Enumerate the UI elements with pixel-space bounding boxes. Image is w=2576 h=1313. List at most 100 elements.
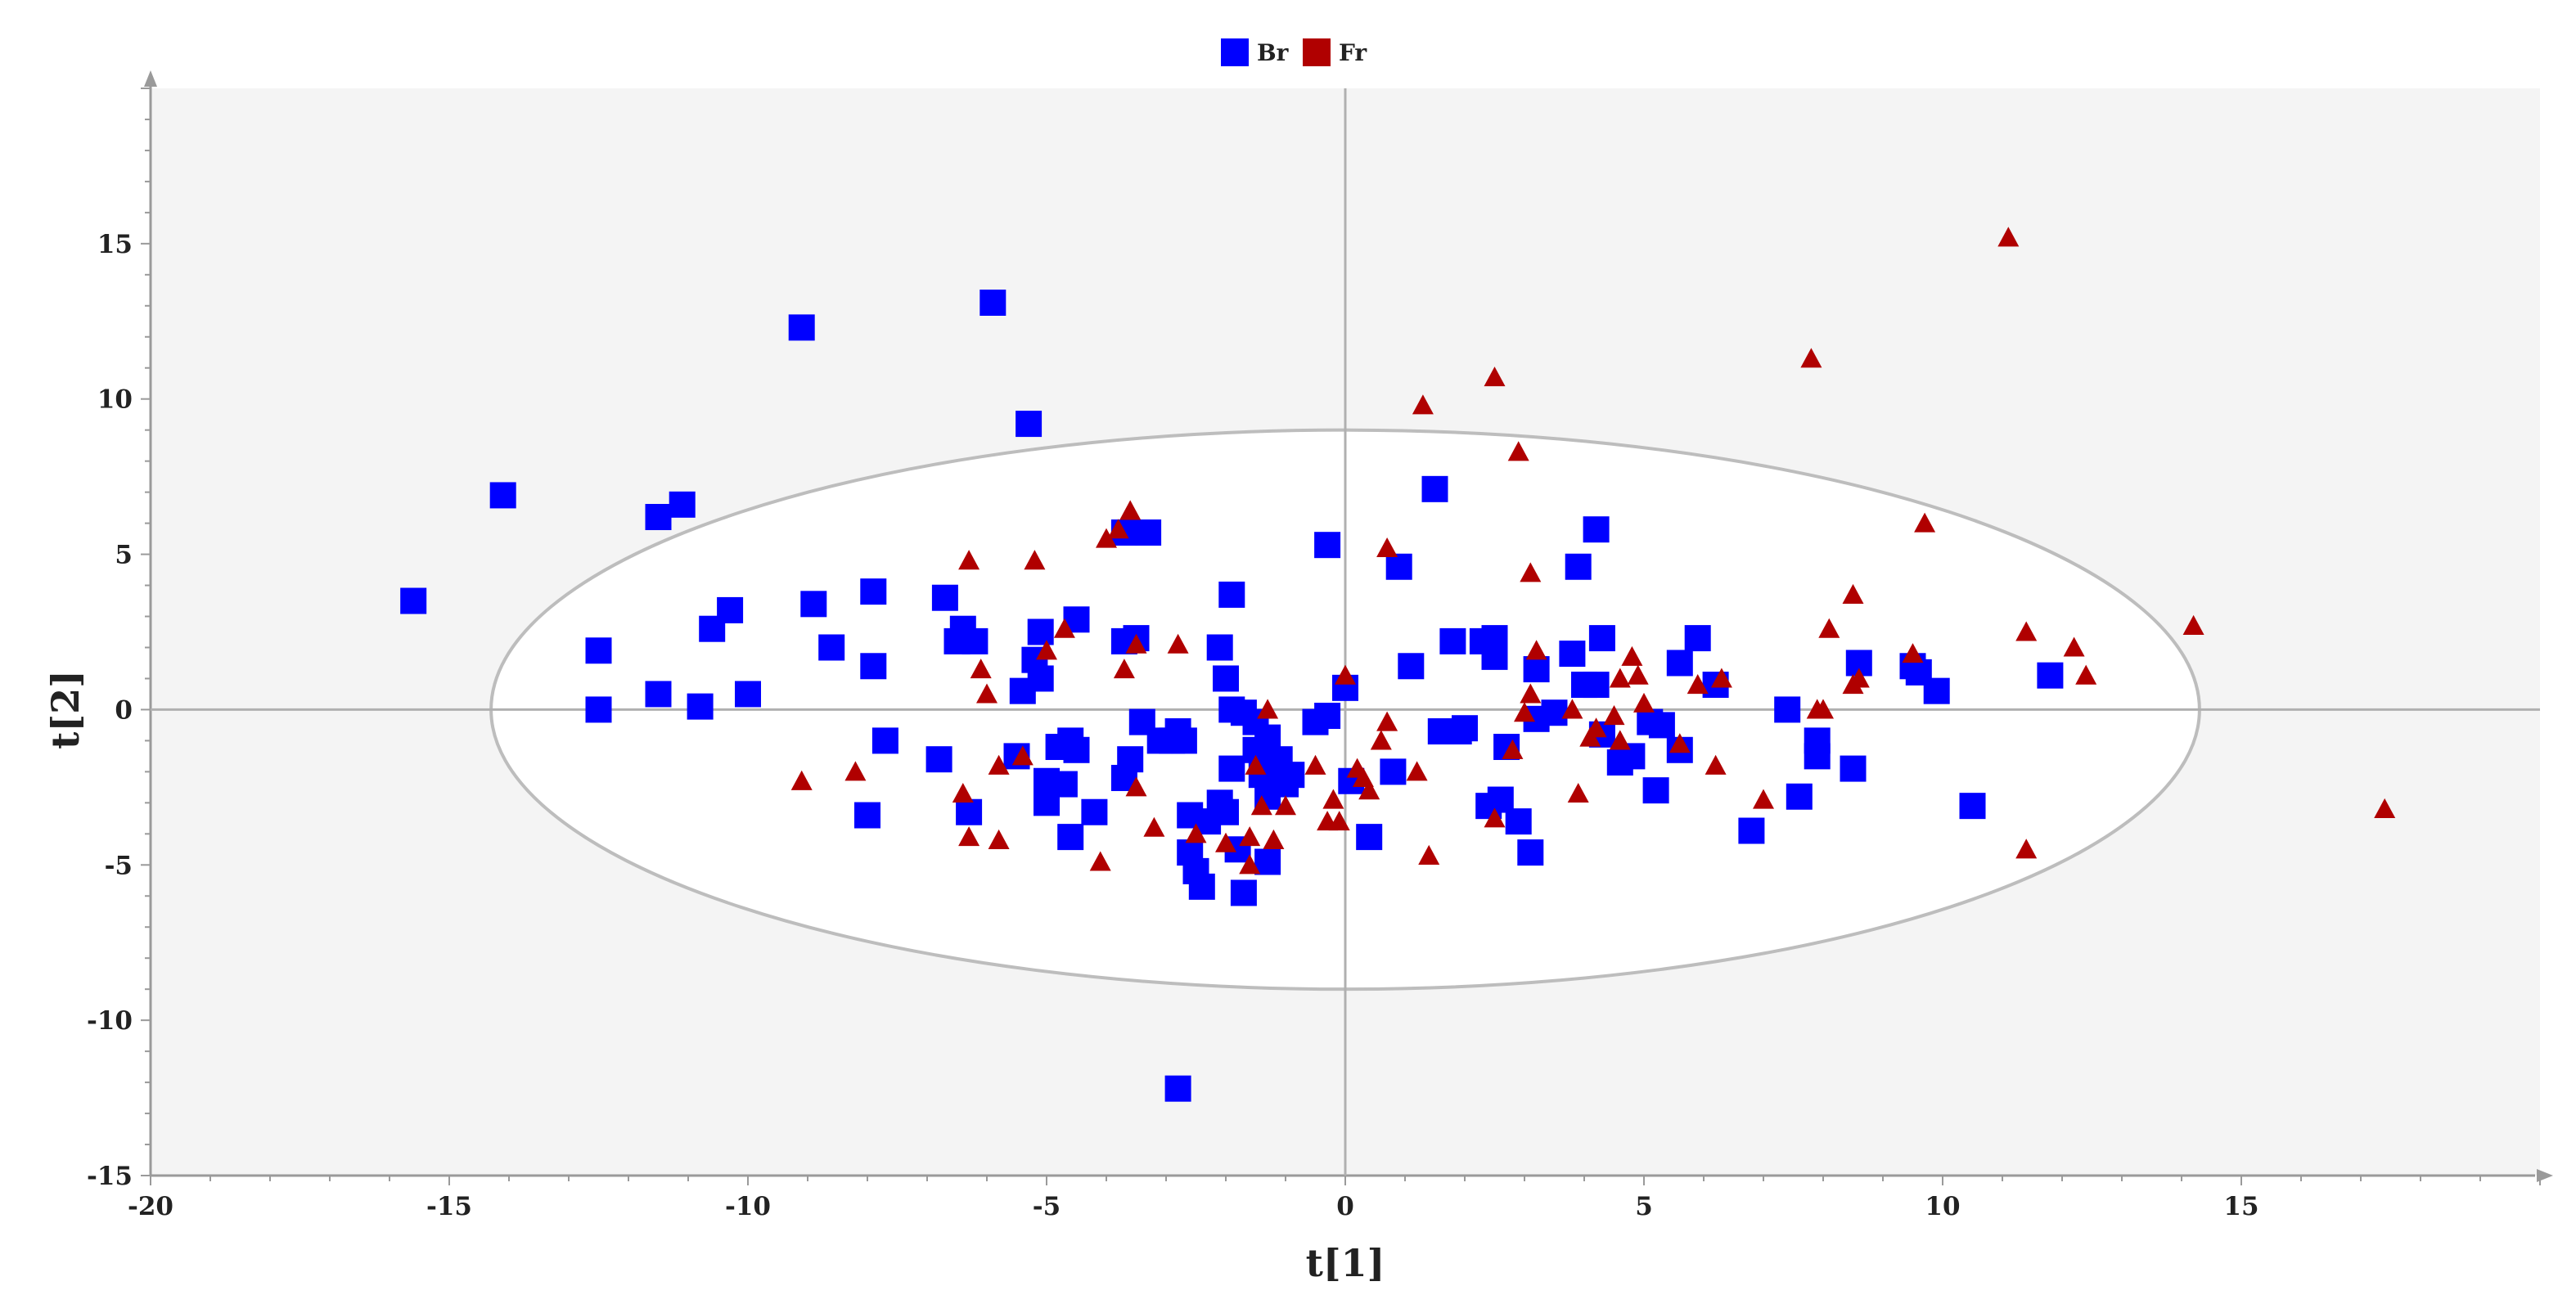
point-fr — [1621, 645, 1643, 666]
point-br — [1254, 848, 1281, 875]
point-br — [1380, 758, 1407, 785]
point-fr — [1024, 550, 1046, 570]
point-fr — [970, 659, 992, 679]
point-br — [1923, 677, 1950, 704]
point-fr — [1561, 699, 1583, 719]
point-br — [860, 578, 887, 605]
point-fr — [1585, 717, 1607, 738]
point-br — [1684, 625, 1711, 652]
point-fr — [988, 829, 1010, 849]
point-br — [717, 596, 744, 623]
legend-swatch-br — [1221, 38, 1249, 66]
point-fr — [1239, 854, 1261, 875]
point-fr — [1848, 668, 1870, 688]
point-fr — [952, 782, 974, 803]
y-axis-title: t[2] — [43, 670, 88, 749]
point-br — [669, 491, 696, 518]
point-br — [1517, 839, 1544, 866]
point-fr — [1818, 618, 1840, 638]
x-tick-label: -10 — [725, 1192, 771, 1221]
point-fr — [1633, 692, 1655, 713]
y-tick-label: -15 — [87, 1162, 133, 1191]
x-tick-label: 0 — [1336, 1192, 1354, 1221]
point-br — [961, 627, 989, 654]
point-fr — [1335, 664, 1356, 685]
point-fr — [1125, 776, 1147, 797]
point-fr — [2015, 621, 2038, 641]
point-br — [1959, 793, 1986, 820]
point-br — [645, 504, 672, 531]
point-fr — [988, 754, 1010, 775]
point-fr — [1113, 659, 1135, 679]
point-br — [1774, 696, 1801, 723]
point-br — [687, 693, 714, 720]
point-br — [1648, 712, 1675, 739]
series-fr — [790, 227, 2396, 875]
point-br — [1804, 743, 1831, 770]
point-fr — [1358, 780, 1380, 800]
point-fr — [1263, 829, 1285, 849]
point-fr — [1412, 394, 1434, 415]
point-br — [1505, 808, 1532, 835]
point-fr — [1143, 816, 1165, 837]
point-fr — [1520, 562, 1542, 582]
point-br — [1314, 703, 1341, 730]
point-fr — [1520, 683, 1542, 704]
point-br — [1164, 1075, 1191, 1102]
point-fr — [1370, 730, 1392, 750]
x-tick-label: 15 — [2223, 1192, 2259, 1221]
point-br — [1027, 618, 1054, 645]
point-br — [956, 798, 983, 825]
point-fr — [1376, 537, 1398, 558]
point-fr — [1603, 705, 1625, 726]
point-br — [1385, 553, 1412, 580]
point-fr — [1096, 528, 1117, 548]
point-br — [1541, 699, 1568, 726]
y-tick-label: 5 — [115, 541, 133, 570]
y-tick-label: -5 — [105, 851, 133, 880]
point-br — [400, 587, 427, 614]
legend-swatch-fr — [1303, 38, 1331, 66]
point-br — [1523, 656, 1550, 683]
point-br — [1452, 715, 1478, 742]
point-br — [489, 482, 516, 509]
point-fr — [1914, 512, 1936, 533]
point-fr — [2015, 839, 2038, 859]
point-fr — [1304, 754, 1326, 775]
point-fr — [1609, 730, 1631, 750]
point-br — [1135, 519, 1162, 546]
point-fr — [1328, 811, 1350, 831]
point-fr — [1167, 633, 1189, 654]
point-fr — [1107, 519, 1129, 539]
point-fr — [1239, 826, 1261, 847]
y-tick-label: 0 — [115, 695, 133, 725]
point-br — [800, 591, 827, 618]
point-fr — [790, 770, 813, 790]
point-br — [860, 653, 887, 680]
point-fr — [1215, 832, 1236, 852]
point-fr — [1902, 643, 1924, 663]
legend: Br Fr — [1221, 38, 1367, 66]
x-tick-label: 5 — [1635, 1192, 1653, 1221]
point-br — [1738, 817, 1765, 844]
point-br — [788, 314, 815, 341]
point-fr — [2182, 614, 2204, 635]
point-fr — [1705, 754, 1727, 775]
point-fr — [2374, 798, 2396, 818]
point-br — [1583, 672, 1610, 699]
point-fr — [1250, 795, 1272, 816]
axes-layer — [144, 70, 2553, 1182]
point-br — [1081, 798, 1108, 825]
point-fr — [1484, 807, 1506, 828]
point-br — [1314, 532, 1341, 559]
point-br — [2037, 662, 2064, 689]
point-br — [735, 681, 761, 708]
point-br — [1398, 653, 1425, 680]
point-fr — [1185, 823, 1207, 843]
point-br — [585, 637, 612, 664]
y-tick-label: 15 — [97, 230, 133, 259]
point-br — [1481, 625, 1508, 652]
point-fr — [1710, 668, 1732, 688]
point-fr — [1753, 789, 1774, 809]
